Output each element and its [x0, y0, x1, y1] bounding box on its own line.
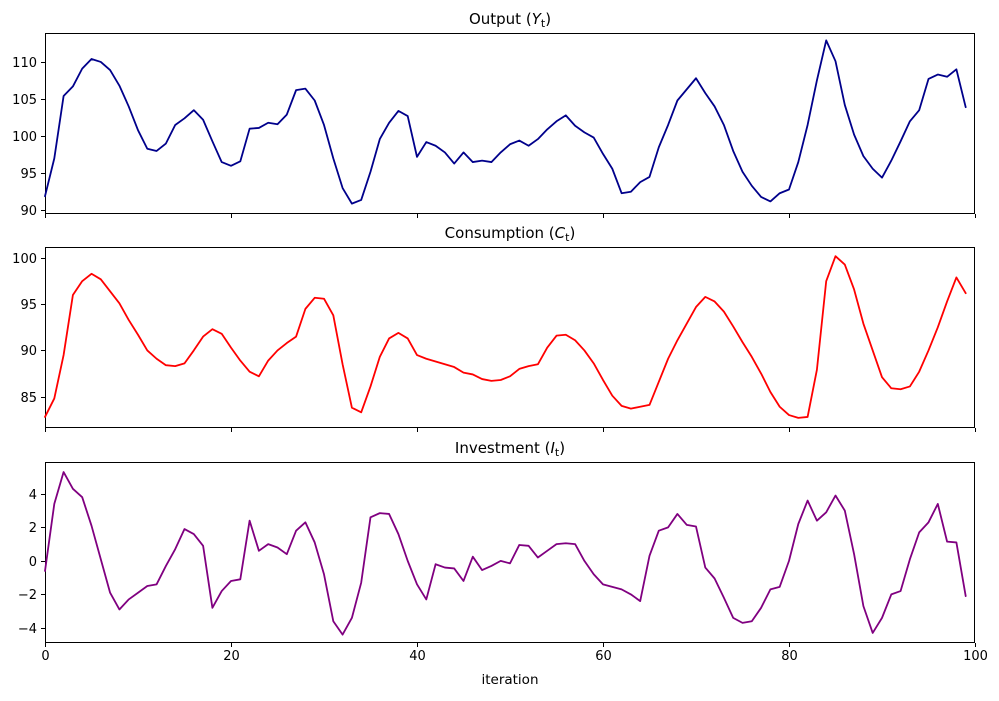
x-tick-label: 60	[595, 649, 612, 664]
y-tick-label: 110	[12, 56, 37, 71]
axes-border	[45, 33, 975, 214]
consumption-panel: 85 90 95 100 Consumption (Ct)	[12, 224, 976, 432]
y-tick-label: 90	[20, 344, 37, 359]
y-tick-label: 2	[29, 521, 37, 536]
output-panel: 90 95 100 105 110 Output (Yt)	[12, 10, 976, 219]
x-tick-label: 40	[409, 649, 426, 664]
x-tick-label: 0	[41, 649, 49, 664]
y-tick-label: 100	[12, 130, 37, 145]
investment-title: Investment (It)	[455, 439, 565, 459]
x-tick-label: 80	[781, 649, 798, 664]
output-line	[44, 39, 967, 205]
y-tick-label: 90	[20, 204, 37, 219]
y-tick-label: 4	[29, 488, 37, 503]
x-tick-label: 100	[963, 649, 988, 664]
output-title: Output (Yt)	[469, 10, 551, 30]
y-tick-label: 105	[12, 93, 37, 108]
consumption-line	[44, 255, 967, 419]
y-tick-label: 85	[20, 391, 37, 406]
y-tick-label: 95	[20, 298, 37, 313]
y-tick-label: 100	[12, 252, 37, 267]
axes-border	[45, 247, 975, 428]
y-tick-label: −4	[18, 622, 37, 637]
y-tick-label: 95	[20, 167, 37, 182]
axes-border	[45, 462, 975, 643]
x-axis-label: iteration	[481, 672, 538, 688]
x-tick-label: 20	[223, 649, 240, 664]
y-tick-label: −2	[18, 588, 37, 603]
y-tick-label: 0	[29, 555, 37, 570]
investment-line	[44, 471, 967, 636]
consumption-title: Consumption (Ct)	[445, 224, 576, 244]
